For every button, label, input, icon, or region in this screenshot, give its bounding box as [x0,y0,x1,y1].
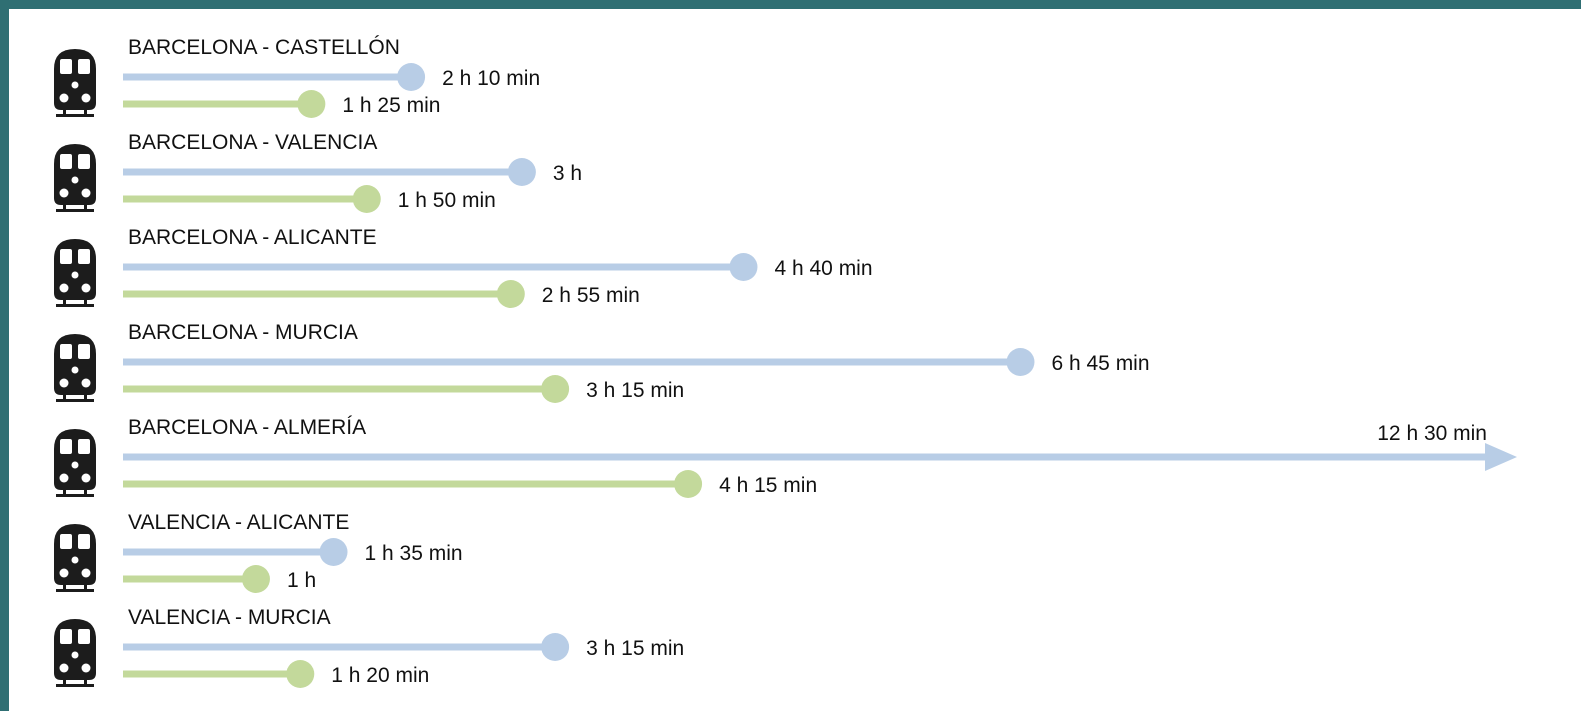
bar-series-2 [123,100,312,108]
bar-end-marker [507,158,536,186]
train-icon [54,49,96,117]
bar-end-marker [674,470,703,498]
bar-series-2 [123,195,367,203]
value-label: 3 h 15 min [586,379,684,402]
route-label: VALENCIA - ALICANTE [128,511,349,534]
bar-series-1 [123,263,744,271]
value-label: 3 h [553,162,582,185]
route-label: BARCELONA - CASTELLÓN [128,36,400,59]
value-label: 1 h 25 min [342,94,440,117]
value-label: 1 h 20 min [331,664,429,687]
bar-series-2 [123,385,556,393]
bar-end-marker [319,538,348,566]
train-icon [54,334,96,402]
route-label: BARCELONA - VALENCIA [128,131,377,154]
bar-series-1 [123,548,334,556]
bar-series-2 [123,290,511,298]
bar-series-1 [123,453,1487,461]
route-label: VALENCIA - MURCIA [128,606,331,629]
value-label: 2 h 10 min [442,67,540,90]
value-label: 3 h 15 min [586,637,684,660]
bar-end-marker [496,280,525,308]
bar-series-2 [123,480,689,488]
bar-end-marker [1006,348,1035,376]
bar-series-2 [123,575,256,583]
bar-series-1 [123,358,1021,366]
bar-end-marker [241,565,270,593]
bar-end-marker [541,633,570,661]
train-icon [54,239,96,307]
train-icon [54,429,96,497]
value-label: 1 h [287,569,316,592]
route-label: BARCELONA - ALMERÍA [128,416,366,439]
bar-end-marker [286,660,315,688]
route-label: BARCELONA - ALICANTE [128,226,377,249]
bar-series-2 [123,670,301,678]
bar-series-1 [123,168,522,176]
bar-end-marker [729,253,758,281]
value-label: 4 h 40 min [774,257,872,280]
chart-panel: BARCELONA - CASTELLÓN 2 h 10 min 1 h 25 mi… [9,9,1581,711]
value-label: 2 h 55 min [542,284,640,307]
route-label: BARCELONA - MURCIA [128,321,358,344]
train-icon [54,144,96,212]
train-icon [54,524,96,592]
bar-series-1 [123,643,556,651]
value-label: 1 h 35 min [365,542,463,565]
bar-end-marker [397,63,426,91]
bar-end-marker [352,185,381,213]
train-icon [54,619,96,687]
bar-end-marker [541,375,570,403]
value-label: 4 h 15 min [719,474,817,497]
value-label: 12 h 30 min [1377,422,1487,445]
overflow-arrow [1485,443,1517,471]
value-label: 1 h 50 min [398,189,496,212]
bar-series-1 [123,73,412,81]
value-label: 6 h 45 min [1051,352,1149,375]
bar-end-marker [297,90,326,118]
